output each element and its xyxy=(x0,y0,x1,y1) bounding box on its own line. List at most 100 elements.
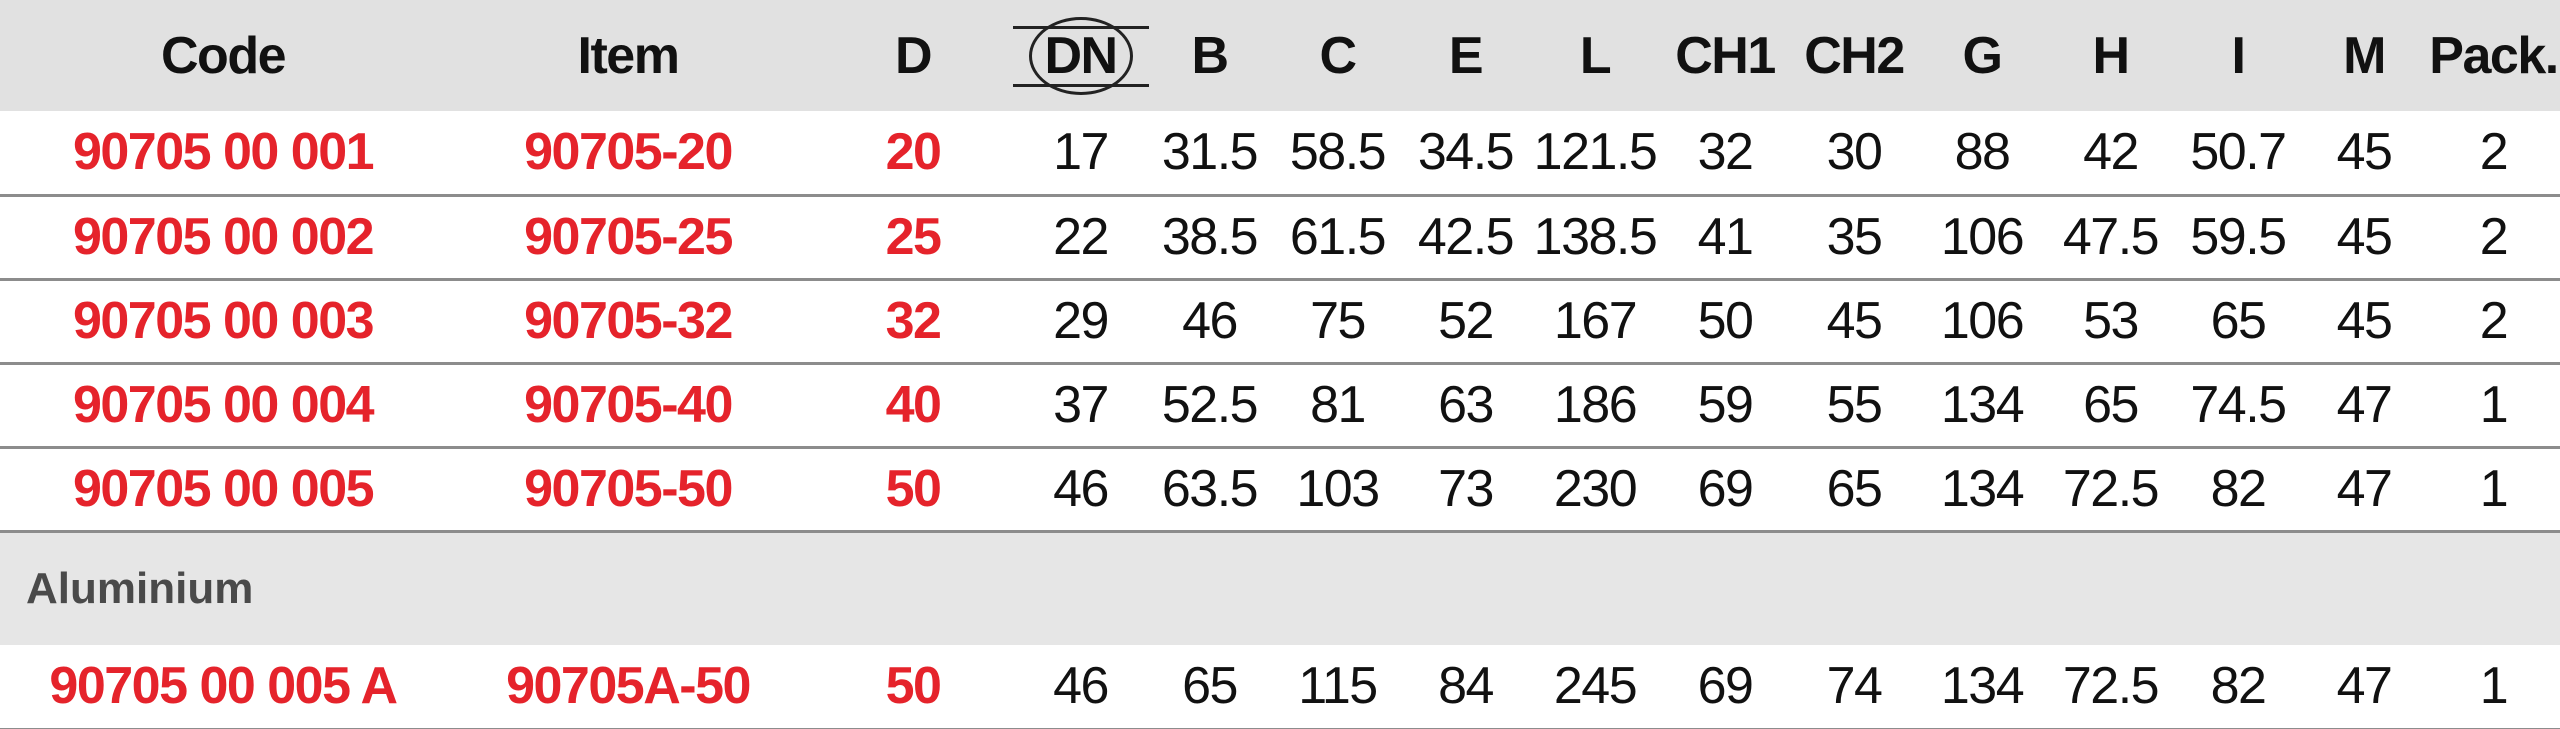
column-header: DN xyxy=(1012,0,1149,111)
value-cell: 74.5 xyxy=(2175,363,2301,449)
value-cell: 65 xyxy=(2046,363,2175,449)
value-cell: 74 xyxy=(1790,645,1918,729)
value-cell: 69 xyxy=(1660,645,1790,729)
value-cell: 46 xyxy=(1145,279,1274,365)
value-cell: 53 xyxy=(2046,279,2175,365)
value-cell: 2 xyxy=(2427,279,2560,365)
column-header: CH1 xyxy=(1675,26,1776,85)
value-cell: 84 xyxy=(1401,645,1530,729)
value-cell: 47 xyxy=(2301,447,2427,533)
value-cell: 46 xyxy=(1016,447,1145,533)
value-cell: 34.5 xyxy=(1401,111,1530,197)
value-cell: 59.5 xyxy=(2175,195,2301,281)
table-header: Code Item D DN B C E L CH1 CH2 G H I M Pack. xyxy=(0,0,2560,111)
code-cell: 90705 00 003 xyxy=(0,279,446,365)
value-cell: 1 xyxy=(2427,447,2560,533)
code-cell: 90705 00 004 xyxy=(0,363,446,449)
value-cell: 42.5 xyxy=(1401,195,1530,281)
data-row: 90705 00 003 90705-32 32 29 46 75 52 167 50 45 106… xyxy=(0,279,2560,365)
value-cell: 69 xyxy=(1660,447,1790,533)
value-cell: 2 xyxy=(2427,195,2560,281)
column-header: Pack. xyxy=(2429,26,2559,85)
value-cell: 75 xyxy=(1274,279,1401,365)
value-cell: 41 xyxy=(1660,195,1790,281)
value-cell: 65 xyxy=(2175,279,2301,365)
code-cell: 90705-25 xyxy=(446,195,810,281)
code-cell: 50 xyxy=(810,645,1016,729)
code-cell: 90705 00 005 A xyxy=(0,645,446,729)
value-cell: 82 xyxy=(2175,447,2301,533)
column-header: B xyxy=(1191,26,1229,85)
value-cell: 61.5 xyxy=(1274,195,1401,281)
value-cell: 82 xyxy=(2175,645,2301,729)
value-cell: 31.5 xyxy=(1145,111,1274,197)
column-header: H xyxy=(2092,26,2130,85)
code-cell: 90705A-50 xyxy=(446,645,810,729)
code-cell: 90705-32 xyxy=(446,279,810,365)
column-header: E xyxy=(1448,26,1484,85)
value-cell: 106 xyxy=(1918,195,2046,281)
value-cell: 42 xyxy=(2046,111,2175,197)
value-cell: 103 xyxy=(1274,447,1401,533)
section-row: Aluminium xyxy=(0,531,2560,645)
dn-circle xyxy=(1028,16,1133,95)
value-cell: 45 xyxy=(1790,279,1918,365)
value-cell: 17 xyxy=(1016,111,1145,197)
code-cell: 25 xyxy=(810,195,1016,281)
column-header: Item xyxy=(577,26,680,85)
column-header: D xyxy=(894,26,933,85)
value-cell: 45 xyxy=(2301,111,2427,197)
data-row: 90705 00 005 90705-50 50 46 63.5 103 73 230 69 65… xyxy=(0,447,2560,533)
value-cell: 245 xyxy=(1530,645,1660,729)
value-cell: 134 xyxy=(1918,645,2046,729)
data-row: 90705 00 002 90705-25 25 22 38.5 61.5 42.5 138.… xyxy=(0,195,2560,281)
value-cell: 35 xyxy=(1790,195,1918,281)
column-header: I xyxy=(2231,26,2246,85)
column-header: G xyxy=(1962,26,2003,85)
value-cell: 30 xyxy=(1790,111,1918,197)
value-cell: 45 xyxy=(2301,279,2427,365)
value-cell: 65 xyxy=(1790,447,1918,533)
value-cell: 47 xyxy=(2301,363,2427,449)
value-cell: 52.5 xyxy=(1145,363,1274,449)
code-cell: 90705 00 005 xyxy=(0,447,446,533)
value-cell: 88 xyxy=(1918,111,2046,197)
value-cell: 52 xyxy=(1401,279,1530,365)
dn-line xyxy=(1012,83,1149,87)
column-header: M xyxy=(2343,26,2386,85)
column-header: L xyxy=(1579,26,1612,85)
value-cell: 38.5 xyxy=(1145,195,1274,281)
header-row: Code Item D DN B C E L CH1 CH2 G H I M Pack. xyxy=(0,0,2560,111)
value-cell: 115 xyxy=(1274,645,1401,729)
value-cell: 121.5 xyxy=(1530,111,1660,197)
value-cell: 230 xyxy=(1530,447,1660,533)
value-cell: 134 xyxy=(1918,363,2046,449)
code-cell: 20 xyxy=(810,111,1016,197)
column-header: CH2 xyxy=(1804,26,1905,85)
code-cell: 90705-40 xyxy=(446,363,810,449)
data-row: 90705 00 001 90705-20 20 17 31.5 58.5 34.5 121.… xyxy=(0,111,2560,197)
code-cell: 50 xyxy=(810,447,1016,533)
value-cell: 32 xyxy=(1660,111,1790,197)
data-row: 90705 00 004 90705-40 40 37 52.5 81 63 186 59 55 1… xyxy=(0,363,2560,449)
code-cell: 90705 00 002 xyxy=(0,195,446,281)
table-body: 90705 00 001 90705-20 20 17 31.5 58.5 34.5 121.… xyxy=(0,111,2560,729)
value-cell: 134 xyxy=(1918,447,2046,533)
code-cell: 90705-50 xyxy=(446,447,810,533)
value-cell: 47 xyxy=(2301,645,2427,729)
value-cell: 29 xyxy=(1016,279,1145,365)
dn-line xyxy=(1012,25,1149,29)
value-cell: 138.5 xyxy=(1530,195,1660,281)
value-cell: 186 xyxy=(1530,363,1660,449)
code-cell: 40 xyxy=(810,363,1016,449)
code-cell: 32 xyxy=(810,279,1016,365)
value-cell: 45 xyxy=(2301,195,2427,281)
value-cell: 1 xyxy=(2427,645,2560,729)
value-cell: 72.5 xyxy=(2046,645,2175,729)
value-cell: 50 xyxy=(1660,279,1790,365)
section-label: Aluminium xyxy=(26,563,254,613)
value-cell: 22 xyxy=(1016,195,1145,281)
value-cell: 81 xyxy=(1274,363,1401,449)
